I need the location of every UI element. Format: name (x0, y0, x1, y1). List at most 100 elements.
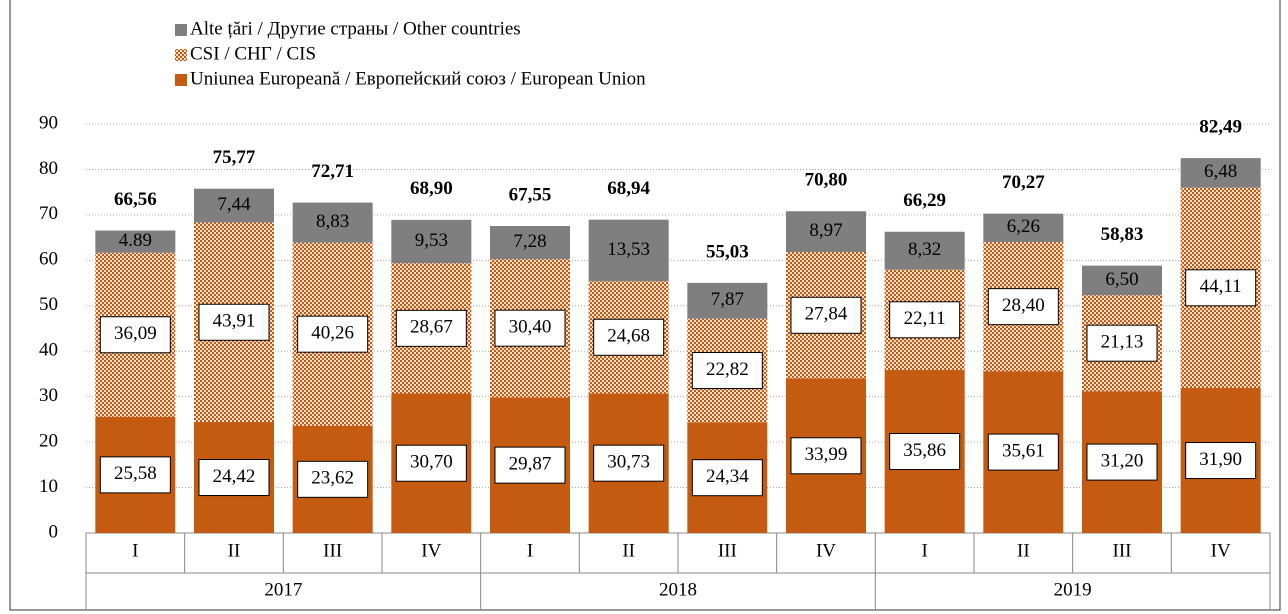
data-label: 27,84 (805, 304, 848, 325)
label-box (987, 288, 1059, 326)
label-box (987, 433, 1059, 471)
x-tick-label: II (1017, 540, 1030, 561)
data-label: 22,11 (904, 308, 946, 329)
y-tick-label: 0 (49, 521, 59, 542)
data-label: 28,40 (1002, 295, 1045, 316)
total-label: 55,03 (706, 241, 749, 262)
data-label: 23,62 (311, 468, 354, 489)
data-label: 21,13 (1101, 332, 1144, 353)
y-tick-label: 60 (39, 249, 58, 270)
total-label: 68,94 (607, 178, 650, 199)
total-label: 58,83 (1101, 224, 1144, 245)
year-label: 2018 (659, 579, 697, 600)
label-box (593, 444, 665, 482)
bar-segment (786, 211, 866, 253)
data-label: 29,87 (509, 453, 552, 474)
x-tick-label: I (527, 540, 533, 561)
total-label: 75,77 (213, 147, 256, 168)
x-tick-label: IV (1211, 540, 1231, 561)
data-label: 30,70 (410, 452, 453, 473)
data-label: 4.89 (119, 230, 152, 251)
x-tick-label: II (622, 540, 635, 561)
label-box (593, 318, 665, 356)
total-label: 72,71 (311, 161, 354, 182)
label-box (395, 309, 467, 347)
data-label: 40,26 (311, 323, 354, 344)
data-label: 31,20 (1101, 450, 1144, 471)
data-label: 8,83 (316, 211, 349, 232)
total-label: 66,29 (903, 190, 946, 211)
data-label: 31,90 (1199, 449, 1242, 470)
bar-segment (1082, 265, 1162, 296)
bar-segment (95, 230, 176, 253)
y-tick-label: 40 (39, 340, 58, 361)
label-box (1086, 324, 1158, 362)
bar-segment (983, 213, 1064, 243)
data-label: 33,99 (805, 444, 848, 465)
x-tick-label: IV (816, 540, 836, 561)
legend-label: CSI / СНГ / CIS (190, 43, 316, 64)
label-box (889, 433, 961, 471)
legend-swatch (175, 74, 187, 86)
data-label: 24,42 (213, 466, 256, 487)
data-label: 35,61 (1002, 440, 1045, 461)
label-box (99, 316, 171, 354)
label-box (790, 437, 862, 475)
legend-label: Alte țări / Другие страны / Other countr… (190, 18, 521, 39)
x-tick-label: I (922, 540, 928, 561)
label-box (99, 456, 171, 494)
total-label: 66,56 (114, 189, 157, 210)
x-tick-label: II (228, 540, 241, 561)
label-box (297, 315, 369, 353)
data-label: 13,53 (607, 239, 650, 260)
label-box (889, 301, 961, 339)
legend-label: Uniunea Europeană / Европейский союз / E… (190, 68, 646, 89)
total-label: 70,27 (1002, 172, 1045, 193)
year-label: 2019 (1054, 579, 1092, 600)
data-label: 44,11 (1200, 276, 1242, 297)
label-box (198, 303, 270, 341)
label-box (1086, 443, 1158, 481)
total-label: 70,80 (805, 170, 848, 191)
data-label: 43,91 (213, 311, 256, 332)
data-label: 22,82 (706, 359, 749, 380)
data-label: 35,86 (903, 440, 946, 461)
data-label: 7,44 (217, 194, 251, 215)
data-label: 7,87 (711, 289, 744, 310)
label-box (691, 352, 763, 390)
bar-segment (1180, 158, 1261, 188)
label-box (790, 296, 862, 334)
y-tick-label: 50 (39, 294, 58, 315)
bar-segment (884, 231, 965, 270)
label-box (297, 460, 369, 498)
y-tick-label: 70 (39, 203, 58, 224)
data-label: 8,32 (908, 239, 941, 260)
data-label: 7,28 (513, 231, 546, 252)
data-label: 30,40 (509, 317, 552, 338)
y-tick-label: 80 (39, 158, 58, 179)
legend-swatch (175, 49, 187, 61)
data-label: 28,67 (410, 317, 453, 338)
label-box (494, 309, 566, 347)
y-tick-label: 90 (39, 112, 58, 133)
data-label: 9,53 (415, 230, 448, 251)
data-label: 30,73 (607, 452, 650, 473)
bar-segment (391, 219, 472, 264)
bar-segment (588, 219, 669, 282)
legend-swatch (175, 24, 187, 36)
x-tick-label: I (132, 540, 138, 561)
data-label: 24,68 (607, 326, 650, 347)
y-tick-label: 10 (39, 476, 58, 497)
bar-segment (292, 202, 373, 243)
data-label: 36,09 (114, 323, 157, 344)
y-tick-label: 20 (39, 430, 58, 451)
data-label: 8,97 (809, 220, 842, 241)
bar-segment (687, 282, 768, 319)
year-label: 2017 (264, 579, 302, 600)
label-box (395, 444, 467, 482)
data-label: 6,50 (1105, 269, 1138, 290)
bar-segment (194, 188, 274, 223)
y-tick-label: 30 (39, 385, 58, 406)
total-label: 67,55 (509, 184, 552, 205)
